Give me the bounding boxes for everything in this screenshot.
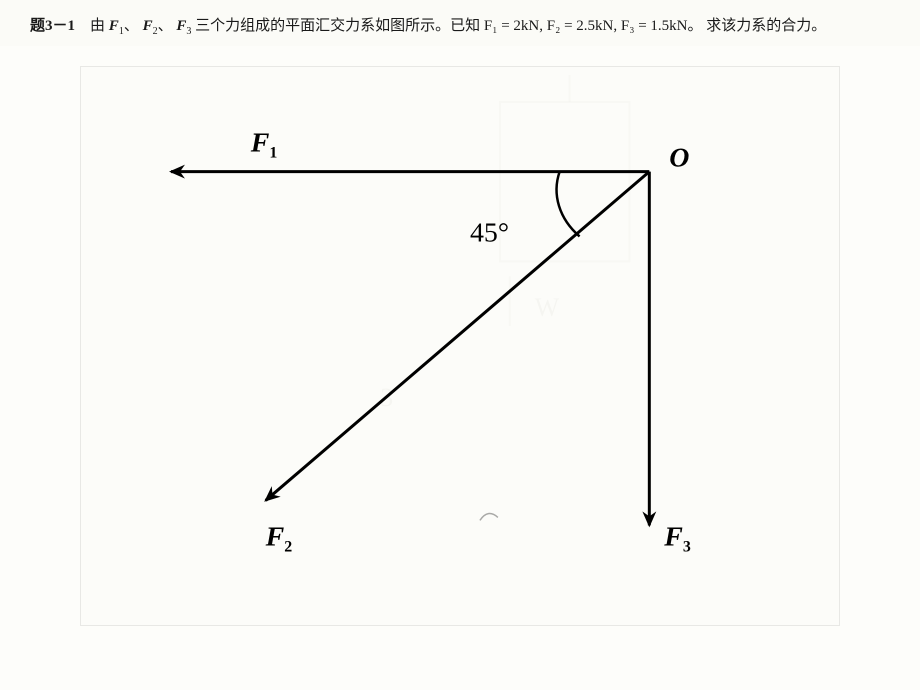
svg-text:F2: F2	[265, 521, 293, 555]
vector-F1: F1	[171, 128, 649, 172]
stray-mark	[480, 514, 498, 521]
diagram-svg: W 3 F1 F2 F3 O 45°	[81, 67, 839, 625]
force-name-1: F	[109, 18, 119, 34]
force-diagram: W 3 F1 F2 F3 O 45°	[80, 66, 840, 626]
svg-text:F1: F1	[250, 128, 278, 162]
text-before: 由	[90, 18, 109, 34]
f2-sub: 2	[284, 538, 292, 555]
force-sub-2: 2	[153, 26, 158, 37]
known-values: F₁ = 2kN, F₂ = 2.5kN, F₃ = 1.5kN。	[484, 18, 703, 34]
angle-arc	[557, 172, 580, 237]
ghost-w: W	[535, 293, 560, 322]
force-sub-1: 1	[119, 26, 124, 37]
force-sub-3: 3	[186, 26, 191, 37]
text-after: 三个力组成的平面汇交力系如图所示。已知	[195, 18, 484, 34]
f3-sub: 3	[683, 538, 691, 555]
svg-text:F3: F3	[663, 521, 691, 555]
f2-label: F	[265, 521, 285, 552]
f1-label: F	[250, 128, 270, 159]
question: 求该力系的合力。	[706, 18, 826, 34]
force-name-3: F	[176, 18, 186, 34]
angle-label: 45°	[470, 217, 509, 248]
origin-label: O	[669, 143, 689, 174]
f3-label: F	[663, 521, 683, 552]
problem-title-prefix: 题	[30, 18, 45, 34]
vector-F3: F3	[649, 172, 691, 556]
problem-statement: 题3－1 由 F1、 F2、 F3 三个力组成的平面汇交力系如图所示。已知 F₁…	[0, 0, 920, 46]
force-name-2: F	[143, 18, 153, 34]
f1-sub: 1	[269, 145, 277, 162]
vector-F2: F2	[265, 172, 650, 556]
problem-number: 3－1	[45, 18, 75, 34]
